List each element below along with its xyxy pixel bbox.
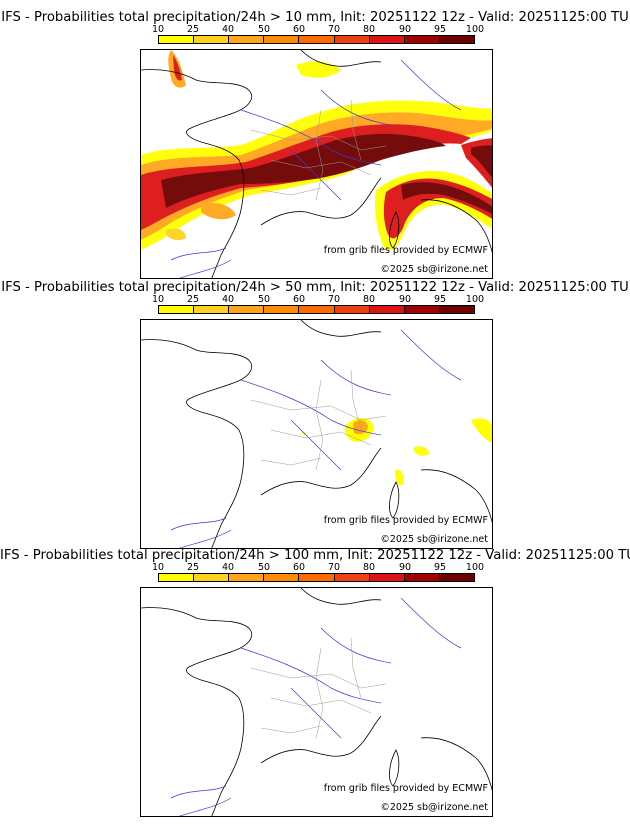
panel-50mm: IFS - Probabilities total precipitation/… [0, 270, 630, 549]
tick-label: 95 [433, 24, 447, 35]
tick-label: 70 [327, 562, 341, 573]
tick-label: 70 [327, 294, 341, 305]
tick-label: 80 [362, 294, 376, 305]
coastlines [141, 50, 492, 278]
colorbar-swatch [439, 574, 474, 581]
map-canvas [141, 320, 492, 548]
tick-label: 95 [433, 294, 447, 305]
data-source-credit: from grib files provided by ECMWF [323, 515, 488, 526]
colorbar-swatch [194, 306, 230, 313]
tick-label: 50 [257, 294, 271, 305]
coastlines [141, 320, 492, 548]
tick-label: 100 [465, 562, 485, 573]
rivers [170, 329, 462, 548]
colorbar-swatch [404, 574, 440, 581]
tick-label: 50 [257, 562, 271, 573]
colorbar-swatch [299, 306, 335, 313]
tick-label: 40 [221, 562, 235, 573]
tick-label: 60 [292, 562, 306, 573]
colorbar-swatch [229, 306, 265, 313]
colorbar-swatch [369, 306, 405, 313]
tick-label: 90 [398, 562, 412, 573]
coastlines [141, 588, 492, 816]
colorbar-swatch [264, 306, 300, 313]
probability-field [301, 417, 492, 486]
colorbar-ticks: 10 25 40 50 60 70 80 90 95 100 [0, 294, 630, 305]
data-source-credit: from grib files provided by ECMWF [323, 245, 488, 256]
tick-label: 25 [186, 294, 200, 305]
colorbar-swatch [369, 574, 405, 581]
colorbar-swatch [159, 574, 195, 581]
colorbar-swatch [194, 574, 230, 581]
admin-borders [250, 369, 387, 471]
data-source-credit: from grib files provided by ECMWF [323, 783, 488, 794]
colorbar-swatch [229, 574, 265, 581]
colorbar-swatch [159, 306, 195, 313]
rivers [170, 59, 462, 278]
tick-label: 100 [465, 294, 485, 305]
colorbar-swatch [439, 306, 474, 313]
tick-label: 25 [186, 562, 200, 573]
colorbar-swatch [299, 574, 335, 581]
tick-label: 90 [398, 294, 412, 305]
tick-label: 90 [398, 24, 412, 35]
rivers [170, 597, 462, 816]
panel-100mm: IFS - Probabilities total precipitation/… [0, 538, 630, 828]
probability-map: from grib files provided by ECMWF ©2025 … [140, 587, 493, 817]
map-canvas [141, 588, 492, 816]
colorbar-ticks: 10 25 40 50 60 70 80 90 95 100 [0, 562, 630, 573]
tick-label: 80 [362, 562, 376, 573]
tick-label: 95 [433, 562, 447, 573]
colorbar-swatch [299, 36, 335, 43]
tick-label: 10 [151, 562, 165, 573]
admin-borders [250, 637, 387, 739]
tick-label: 10 [151, 24, 165, 35]
tick-label: 10 [151, 294, 165, 305]
colorbar [158, 35, 475, 44]
colorbar-swatch [439, 36, 474, 43]
copyright: ©2025 sb@irizone.net [380, 534, 488, 545]
colorbar-swatch [264, 36, 300, 43]
tick-label: 40 [221, 294, 235, 305]
tick-label: 60 [292, 294, 306, 305]
tick-label: 40 [221, 24, 235, 35]
panel-title: IFS - Probabilities total precipitation/… [1, 10, 629, 25]
admin-borders [250, 99, 387, 201]
panel-title: IFS - Probabilities total precipitation/… [1, 280, 629, 295]
tick-label: 70 [327, 24, 341, 35]
colorbar-swatch [369, 36, 405, 43]
colorbar-swatch [404, 306, 440, 313]
colorbar [158, 305, 475, 314]
colorbar-swatch [334, 574, 370, 581]
probability-map: from grib files provided by ECMWF ©2025 … [140, 49, 493, 279]
tick-label: 80 [362, 24, 376, 35]
colorbar-swatch [334, 306, 370, 313]
colorbar [158, 573, 475, 582]
colorbar-ticks: 10 25 40 50 60 70 80 90 95 100 [0, 24, 630, 35]
colorbar-swatch [159, 36, 195, 43]
map-canvas [141, 50, 492, 278]
colorbar-swatch [264, 574, 300, 581]
probability-field [141, 50, 492, 251]
probability-map: from grib files provided by ECMWF ©2025 … [140, 319, 493, 549]
panel-title: IFS - Probabilities total precipitation/… [0, 548, 630, 563]
panel-10mm: IFS - Probabilities total precipitation/… [0, 0, 630, 279]
colorbar-swatch [404, 36, 440, 43]
colorbar-swatch [194, 36, 230, 43]
tick-label: 60 [292, 24, 306, 35]
tick-label: 50 [257, 24, 271, 35]
tick-label: 25 [186, 24, 200, 35]
colorbar-swatch [334, 36, 370, 43]
tick-label: 100 [465, 24, 485, 35]
colorbar-swatch [229, 36, 265, 43]
copyright: ©2025 sb@irizone.net [380, 802, 488, 813]
copyright: ©2025 sb@irizone.net [380, 264, 488, 275]
